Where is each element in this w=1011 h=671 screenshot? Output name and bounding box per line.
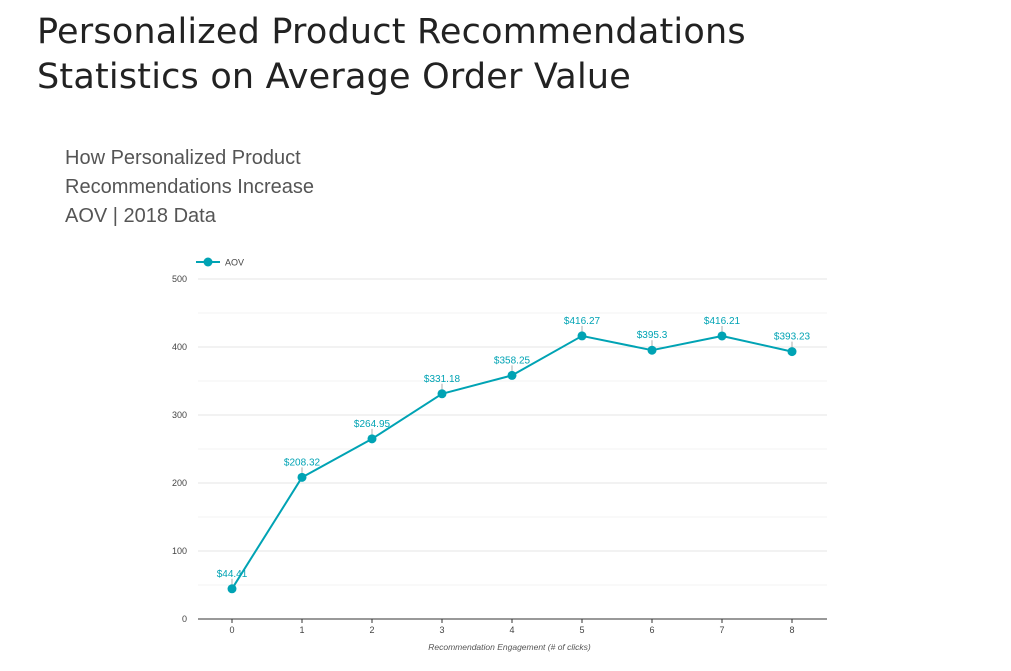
y-tick-label: 500 [172,274,187,284]
x-tick-label: 7 [719,625,724,635]
data-point [577,331,587,341]
data-label: $331.18 [424,374,461,385]
page-heading-line-2: Statistics on Average Order Value [37,57,631,97]
data-point [787,347,797,357]
page-heading-line-1: Personalized Product Recommendations [37,12,746,52]
data-label: $416.27 [564,316,601,327]
chart-title-line-2: Recommendations Increase [65,176,315,198]
data-point [647,345,657,355]
axes: 0 100 200 300 400 500 0 1 2 3 4 5 6 7 8 [172,274,827,635]
chart-title-line-3: AOV | 2018 Data [65,205,216,227]
data-point [507,370,517,380]
x-tick-label: 8 [789,625,794,635]
data-label: $264.95 [354,419,391,430]
series-aov: $44.41 $208.32 $264.95 $331.18 $358.25 $416.2… [217,316,811,594]
x-tick-label: 5 [579,625,584,635]
x-tick-label: 4 [509,625,514,635]
data-point [367,434,377,444]
y-tick-label: 200 [172,478,187,488]
legend-label-aov: AOV [225,258,244,268]
x-tick-label: 6 [649,625,654,635]
x-tick-label: 2 [369,625,374,635]
chart-title: How Personalized Product Recommendations… [65,144,314,231]
data-point [227,584,237,594]
y-tick-label: 300 [172,410,187,420]
chart-title-line-1: How Personalized Product [65,147,301,169]
data-label: $358.25 [494,355,531,366]
y-tick-label: 400 [172,342,187,352]
data-point [437,389,447,399]
page-heading: Personalized Product Recommendations Sta… [37,10,997,100]
x-tick-label: 3 [439,625,444,635]
data-label: $393.23 [774,332,811,343]
data-label: $395.3 [637,330,668,341]
data-point [297,472,307,482]
legend: AOV [196,257,244,268]
y-tick-label: 100 [172,546,187,556]
x-tick-label: 1 [299,625,304,635]
x-tick-label: 0 [229,625,234,635]
y-tick-label: 0 [182,614,187,624]
data-point [717,331,727,341]
data-label: $44.41 [217,569,248,580]
gridlines [198,278,827,586]
legend-marker-swatch [203,257,213,267]
x-axis-title: Recommendation Engagement (# of clicks) [428,642,591,652]
data-label: $416.21 [704,316,741,327]
data-label: $208.32 [284,457,321,468]
